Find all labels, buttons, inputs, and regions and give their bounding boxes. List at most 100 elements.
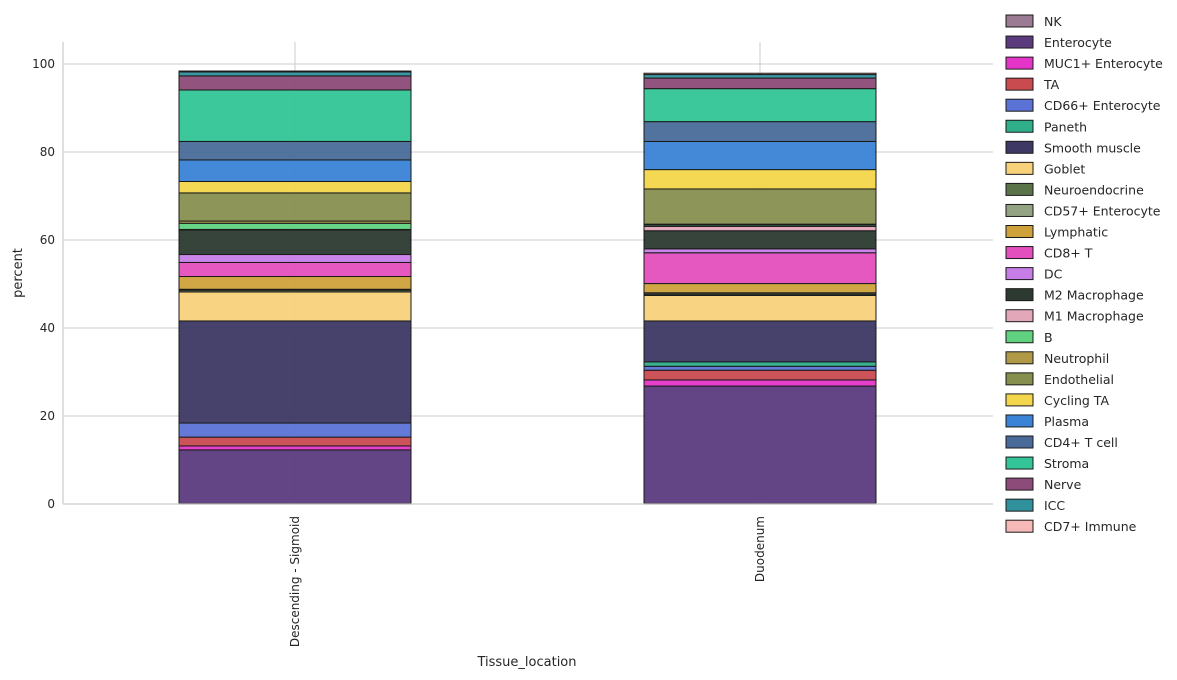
y-tick-label: 80 — [40, 145, 55, 159]
legend-swatch — [1005, 288, 1034, 302]
bar-segment — [643, 369, 877, 381]
bar-segment — [178, 229, 412, 256]
bar-segment — [178, 320, 412, 424]
bar-segment — [178, 222, 412, 230]
legend-label: M2 Macrophage — [1044, 288, 1144, 303]
bar-segment — [643, 365, 877, 371]
legend-swatch — [1005, 14, 1034, 28]
legend-label: Stroma — [1044, 456, 1089, 471]
legend-label: TA — [1043, 77, 1060, 92]
y-tick-label: 60 — [40, 233, 55, 247]
legend-swatch — [1005, 98, 1034, 112]
legend-swatch — [1005, 77, 1034, 91]
legend-label: B — [1044, 330, 1053, 345]
legend-swatch — [1005, 414, 1034, 428]
bar-segment — [643, 121, 877, 142]
legend-swatch — [1005, 330, 1034, 344]
legend-swatch — [1005, 246, 1034, 260]
bar-segment — [178, 75, 412, 91]
legend-label: ICC — [1044, 498, 1065, 513]
bar-segment — [643, 72, 877, 76]
bar-segment — [178, 180, 412, 194]
legend-label: CD57+ Enterocyte — [1044, 203, 1161, 218]
legend-swatch — [1005, 140, 1034, 154]
bar-segment — [178, 192, 412, 222]
bar-segment — [643, 88, 877, 123]
bar-segment — [643, 140, 877, 171]
legend-label: Paneth — [1044, 119, 1087, 134]
bar-segment — [178, 159, 412, 182]
legend-label: Endothelial — [1044, 372, 1114, 387]
bar-segment — [643, 248, 877, 254]
legend-label: Enterocyte — [1044, 35, 1112, 50]
legend-label: Cycling TA — [1044, 393, 1109, 408]
legend-label: Plasma — [1044, 414, 1089, 429]
legend-label: CD4+ T cell — [1044, 435, 1118, 450]
legend-swatch — [1005, 477, 1034, 491]
bar-segment — [178, 89, 412, 142]
bar-segment — [643, 320, 877, 363]
x-axis-label: Tissue_location — [476, 655, 576, 670]
legend-swatch — [1005, 309, 1034, 323]
bar-segment — [643, 252, 877, 285]
bar-segment — [178, 261, 412, 278]
bar-segment — [643, 225, 877, 232]
bar-segment — [643, 77, 877, 90]
legend-swatch — [1005, 225, 1034, 238]
legend-label: CD7+ Immune — [1044, 519, 1137, 534]
legend-label: Smooth muscle — [1044, 140, 1141, 155]
legend-swatch — [1005, 119, 1034, 133]
bar-segment — [178, 140, 412, 161]
y-tick-label: 40 — [40, 321, 55, 335]
legend-label: Goblet — [1044, 161, 1085, 176]
legend-label: CD66+ Enterocyte — [1044, 98, 1161, 113]
legend-swatch — [1005, 456, 1034, 470]
legend-label: Lymphatic — [1044, 225, 1108, 240]
legend-label: NK — [1044, 14, 1062, 29]
legend-swatch — [1005, 203, 1034, 217]
legend-swatch — [1005, 435, 1034, 449]
y-axis-label: percent — [11, 248, 26, 298]
legend-swatch — [1005, 35, 1034, 49]
x-tick-label: Duodenum — [753, 516, 767, 582]
y-tick-label: 100 — [32, 57, 55, 71]
legend-swatch — [1005, 372, 1034, 386]
legend: NK Enterocyte MUC1+ Enterocyte TA CD66+ Ente… — [1005, 14, 1163, 534]
x-tick-label: Descending - Sigmoid — [288, 516, 302, 647]
bar-segment — [178, 445, 412, 451]
legend-swatch — [1005, 519, 1034, 533]
bar-segment — [643, 188, 877, 225]
legend-label: Neuroendocrine — [1044, 182, 1144, 197]
y-tick-label: 0 — [47, 497, 55, 511]
legend-swatch — [1005, 267, 1034, 281]
bar-segment — [178, 71, 412, 77]
legend-swatch — [1005, 351, 1034, 365]
legend-swatch — [1005, 182, 1034, 196]
bar-segment — [643, 230, 877, 250]
legend-label: M1 Macrophage — [1044, 309, 1144, 324]
legend-label: Neutrophil — [1044, 351, 1109, 366]
legend-swatch — [1005, 393, 1034, 407]
legend-swatch — [1005, 56, 1034, 70]
bar-segment — [178, 449, 412, 505]
legend-label: Nerve — [1044, 477, 1082, 492]
bar-segment — [178, 422, 412, 438]
legend-label: MUC1+ Enterocyte — [1044, 56, 1163, 71]
bars — [178, 70, 877, 505]
legend-swatch — [1005, 498, 1034, 512]
bar-segment — [178, 291, 412, 322]
bar-segment — [178, 436, 412, 447]
legend-label: DC — [1044, 267, 1063, 282]
bar-segment — [643, 169, 877, 190]
bar-segment — [643, 361, 877, 367]
legend-swatch — [1005, 161, 1034, 175]
bar-segment — [643, 283, 877, 294]
bar-segment — [643, 74, 877, 79]
bar-segment — [643, 294, 877, 322]
axes: 0 20 40 60 80 100 Descending - Sigmoid Duodenum — [32, 42, 993, 647]
legend-label: CD8+ T — [1044, 246, 1093, 261]
bar-segment — [178, 276, 412, 290]
bar-segment — [178, 254, 412, 263]
